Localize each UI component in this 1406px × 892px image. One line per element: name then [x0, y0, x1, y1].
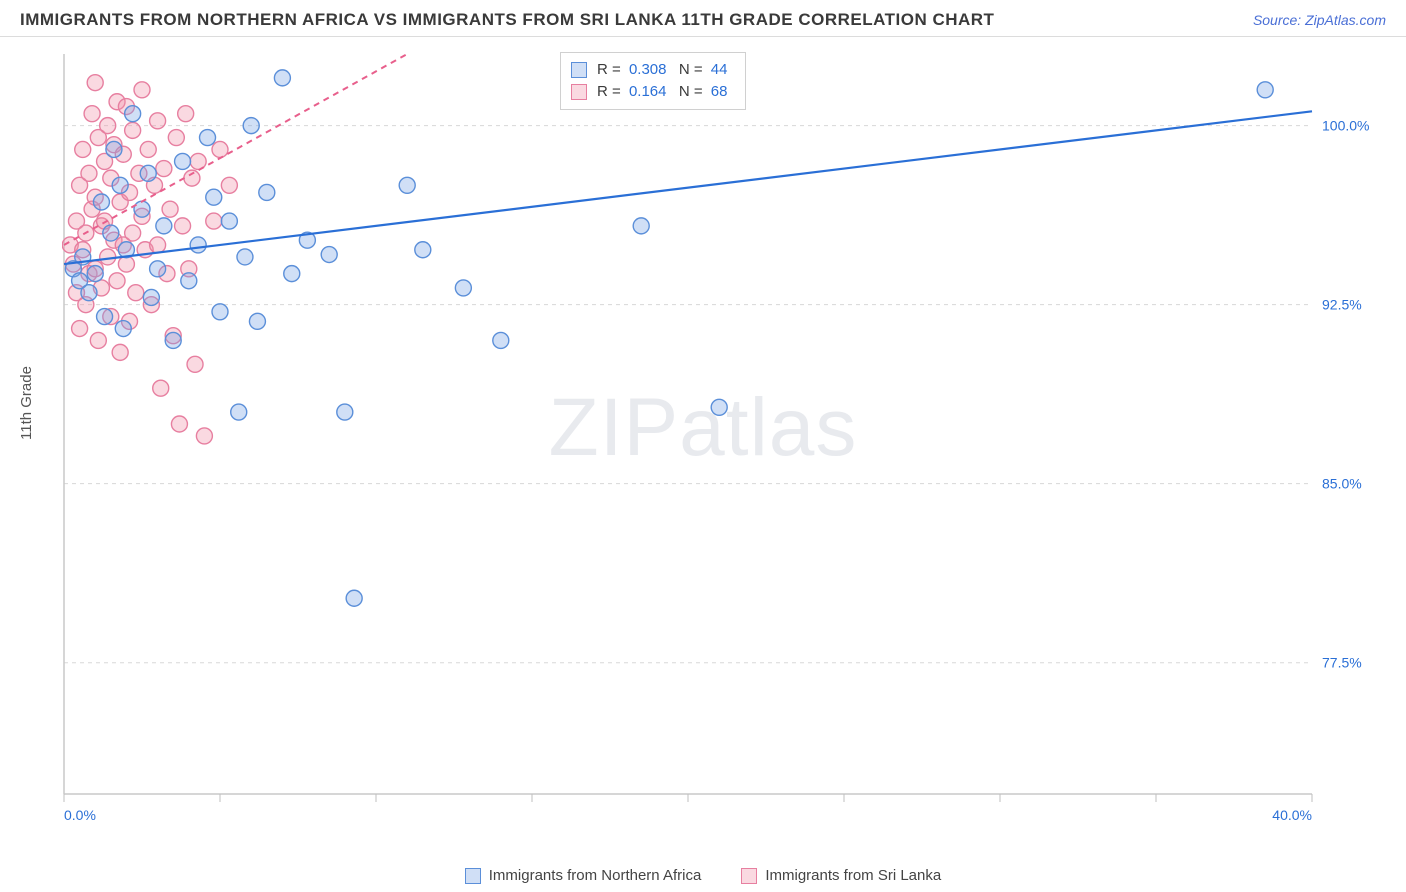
- r-value-1: 0.308: [629, 61, 667, 78]
- legend-item-2: Immigrants from Sri Lanka: [741, 867, 941, 884]
- svg-text:0.0%: 0.0%: [64, 807, 96, 823]
- legend-label-2: Immigrants from Sri Lanka: [765, 867, 941, 884]
- swatch-pink: [741, 868, 757, 884]
- swatch-blue: [465, 868, 481, 884]
- legend-label-1: Immigrants from Northern Africa: [489, 867, 702, 884]
- r-value-2: 0.164: [629, 83, 667, 100]
- svg-text:92.5%: 92.5%: [1322, 297, 1362, 313]
- stats-legend: R = 0.308 N = 44 R = 0.164 N = 68: [560, 52, 746, 110]
- swatch-pink: [571, 84, 587, 100]
- series-legend: Immigrants from Northern Africa Immigran…: [0, 867, 1406, 884]
- stats-row-series-2: R = 0.164 N = 68: [571, 81, 731, 103]
- y-axis-label: 11th Grade: [18, 366, 35, 440]
- source-credit: Source: ZipAtlas.com: [1253, 12, 1386, 28]
- svg-text:85.0%: 85.0%: [1322, 476, 1362, 492]
- scatter-plot: 77.5% 85.0% 92.5% 100.0% 0.0% 40.0%: [62, 44, 1382, 834]
- svg-text:40.0%: 40.0%: [1272, 807, 1312, 823]
- stats-row-series-1: R = 0.308 N = 44: [571, 59, 731, 81]
- legend-item-1: Immigrants from Northern Africa: [465, 867, 702, 884]
- chart-container: 77.5% 85.0% 92.5% 100.0% 0.0% 40.0%: [62, 44, 1382, 834]
- chart-title: IMMIGRANTS FROM NORTHERN AFRICA VS IMMIG…: [20, 10, 994, 30]
- svg-text:77.5%: 77.5%: [1322, 655, 1362, 671]
- n-value-1: 44: [711, 61, 728, 78]
- n-value-2: 68: [711, 83, 728, 100]
- swatch-blue: [571, 62, 587, 78]
- svg-text:100.0%: 100.0%: [1322, 118, 1369, 134]
